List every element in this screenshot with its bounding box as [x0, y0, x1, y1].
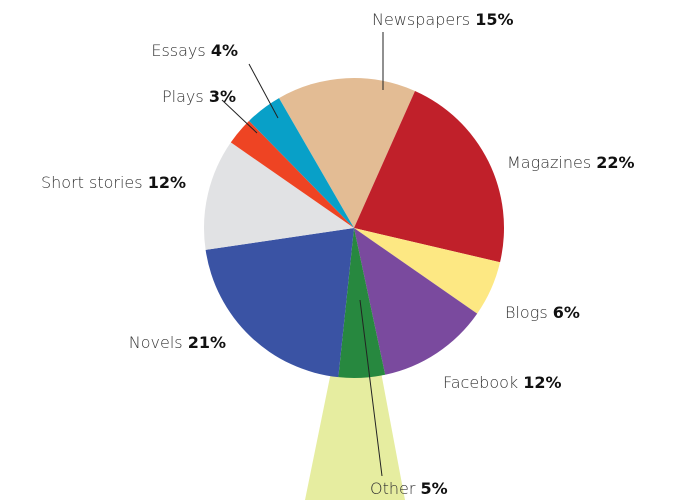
- pie-slice: [230, 120, 354, 228]
- category-name: Newspapers: [372, 10, 470, 29]
- value-label: 6%: [553, 303, 580, 322]
- value-label: 4%: [211, 41, 238, 60]
- slice-label: Facebook 12%: [443, 373, 562, 392]
- pie-slice: [338, 228, 386, 378]
- leader-line: [221, 99, 258, 134]
- category-name: Essays: [151, 41, 205, 60]
- value-label: 15%: [475, 10, 513, 29]
- labels: Newspapers 15% Magazines 22% Blogs 6% Faceb…: [41, 10, 635, 498]
- leader-line: [359, 299, 383, 477]
- pie-slice: [205, 228, 354, 378]
- pie-slice: [354, 90, 504, 263]
- value-label: 12%: [523, 373, 561, 392]
- pie: [204, 77, 504, 378]
- value-label: 3%: [209, 87, 236, 106]
- slice-label: Blogs 6%: [505, 303, 580, 322]
- leader-line: [248, 63, 279, 119]
- pie-slice: [354, 228, 478, 375]
- pie-slice: [204, 142, 354, 250]
- slice-label: Essays 4%: [151, 41, 238, 60]
- category-name: Short stories: [41, 173, 143, 192]
- slice-label: Plays 3%: [162, 87, 236, 106]
- pie-slice: [279, 77, 416, 228]
- value-label: 21%: [188, 333, 226, 352]
- slice-label: Magazines 22%: [507, 153, 635, 172]
- pie-slice: [354, 228, 501, 314]
- category-name: Blogs: [505, 303, 548, 322]
- highlight-beam: [305, 372, 405, 500]
- category-name: Magazines: [507, 153, 591, 172]
- value-label: 12%: [148, 173, 186, 192]
- category-name: Other: [370, 479, 416, 498]
- slice-label: Novels 21%: [129, 333, 226, 352]
- slice-label: Newspapers 15%: [372, 10, 514, 29]
- slice-label: Other 5%: [370, 479, 448, 498]
- pie-slice: [249, 98, 354, 228]
- value-label: 22%: [596, 153, 634, 172]
- slice-label: Short stories 12%: [41, 173, 186, 192]
- category-name: Plays: [162, 87, 204, 106]
- category-name: Novels: [129, 333, 183, 352]
- category-name: Facebook: [443, 373, 518, 392]
- value-label: 5%: [421, 479, 448, 498]
